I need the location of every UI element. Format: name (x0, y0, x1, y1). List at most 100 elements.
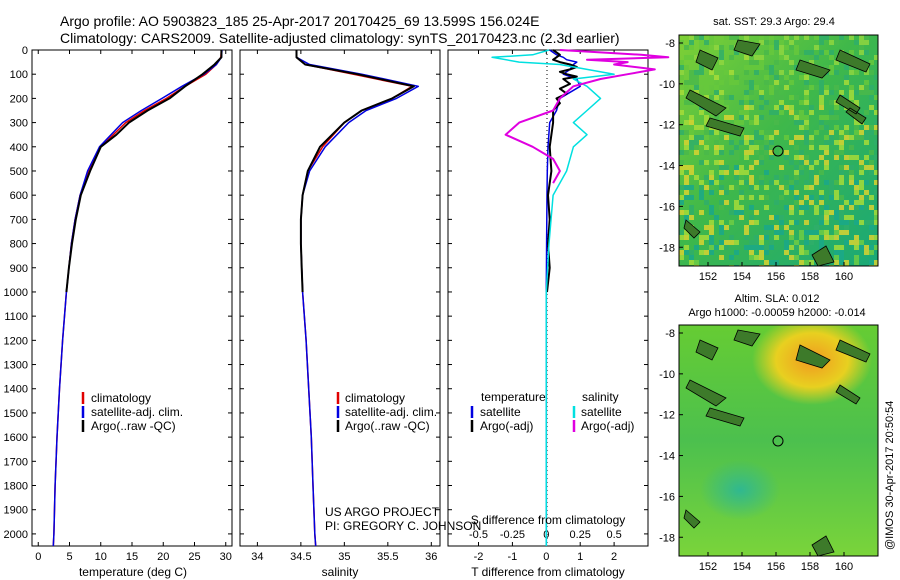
sst-pixel (734, 200, 739, 205)
sst-pixel (704, 145, 709, 150)
sst-pixel (719, 165, 724, 170)
depth-tick-label: 1100 (4, 311, 28, 323)
temperature-legend: climatology satellite-adj. clim. Argo(..… (81, 391, 183, 433)
sst-pixel (859, 185, 864, 190)
sst-pixel (874, 235, 878, 240)
sst-pixel (794, 95, 799, 100)
sst-pixel (819, 145, 824, 150)
map-lat-label: -18 (659, 532, 675, 544)
sst-pixel (759, 175, 764, 180)
sst-pixel (709, 250, 714, 255)
series-line-s-satellite (491, 49, 615, 546)
sst-pixel (684, 140, 689, 145)
sst-pixel (769, 225, 774, 230)
legend-label-climatology: climatology (345, 391, 405, 405)
sst-pixel (809, 175, 814, 180)
sst-pixel (834, 60, 839, 65)
sst-map-title: sat. SST: 29.3 Argo: 29.4 (713, 16, 835, 28)
sst-pixel (744, 35, 749, 40)
sst-pixel (839, 90, 844, 95)
sst-pixel (849, 35, 854, 40)
sst-pixel (809, 170, 814, 175)
sst-pixel (809, 235, 814, 240)
sst-pixel (764, 245, 769, 250)
sst-pixel (744, 170, 749, 175)
sst-pixel (804, 90, 809, 95)
sst-pixel (679, 250, 684, 255)
sst-pixel (759, 255, 764, 260)
sst-pixel (834, 255, 839, 260)
sst-pixel (739, 205, 744, 210)
depth-tick-label: 1800 (4, 481, 28, 493)
sst-pixel (849, 240, 854, 245)
sst-pixel (824, 135, 829, 140)
sst-pixel (789, 255, 794, 260)
sst-pixel (754, 105, 759, 110)
sst-pixel (689, 70, 694, 75)
sst-pixel (774, 130, 779, 135)
sst-pixel (859, 50, 864, 55)
map-lat-label: -10 (659, 79, 675, 91)
sst-pixel (874, 245, 878, 250)
sst-pixel (679, 65, 684, 70)
sst-pixel (774, 225, 779, 230)
sst-pixel (874, 170, 878, 175)
sst-pixel (854, 180, 859, 185)
sst-pixel (809, 260, 814, 265)
sst-pixel (849, 170, 854, 175)
sst-pixel (679, 130, 684, 135)
sst-pixel (794, 180, 799, 185)
sst-pixel (854, 100, 859, 105)
sst-pixel (854, 130, 859, 135)
sst-pixel (729, 255, 734, 260)
sst-pixel (794, 115, 799, 120)
sst-pixel (689, 210, 694, 215)
sst-pixel (829, 115, 834, 120)
sst-pixel (684, 230, 689, 235)
depth-tick-label: 1200 (4, 335, 28, 347)
sla-coastlines (683, 329, 871, 556)
sst-pixel (804, 180, 809, 185)
sst-pixel (794, 110, 799, 115)
sst-pixel (854, 40, 859, 45)
sst-pixel (844, 230, 849, 235)
sst-pixel (774, 200, 779, 205)
sst-pixel (789, 140, 794, 145)
map-lat-label: -14 (659, 161, 675, 173)
sst-pixel (754, 150, 759, 155)
legend-label-t-satellite: satellite (480, 405, 521, 419)
sst-pixel (779, 105, 784, 110)
sst-pixel (789, 80, 794, 85)
sst-pixel (799, 160, 804, 165)
sst-pixel (704, 225, 709, 230)
sst-pixel (799, 210, 804, 215)
map-lat-label: -10 (659, 369, 675, 381)
sst-pixel (754, 85, 759, 90)
sst-pixel (784, 185, 789, 190)
sst-pixel (804, 260, 809, 265)
sst-pixel (734, 155, 739, 160)
sst-pixel (709, 220, 714, 225)
sst-pixel (729, 240, 734, 245)
sst-pixel (839, 130, 844, 135)
sst-pixel (799, 205, 804, 210)
sst-pixel (784, 35, 789, 40)
t-difference-tick-label: 1 (577, 551, 583, 563)
sst-pixel (704, 130, 709, 135)
sst-pixel (714, 90, 719, 95)
sst-pixel (734, 145, 739, 150)
sst-pixel (684, 165, 689, 170)
map-lat-label: -12 (659, 120, 675, 132)
difference-legend: temperature salinity satellite Argo(-adj… (470, 390, 634, 433)
sst-pixel (709, 230, 714, 235)
sst-pixel (834, 190, 839, 195)
sst-pixel (859, 200, 864, 205)
sst-pixel (704, 85, 709, 90)
sst-argo-location-marker (772, 145, 784, 157)
sst-pixel (754, 245, 759, 250)
s-difference-tick-label: -0.5 (469, 529, 488, 541)
sst-pixel (819, 40, 824, 45)
sst-pixel (804, 185, 809, 190)
sst-pixel (754, 210, 759, 215)
sst-pixel (724, 60, 729, 65)
